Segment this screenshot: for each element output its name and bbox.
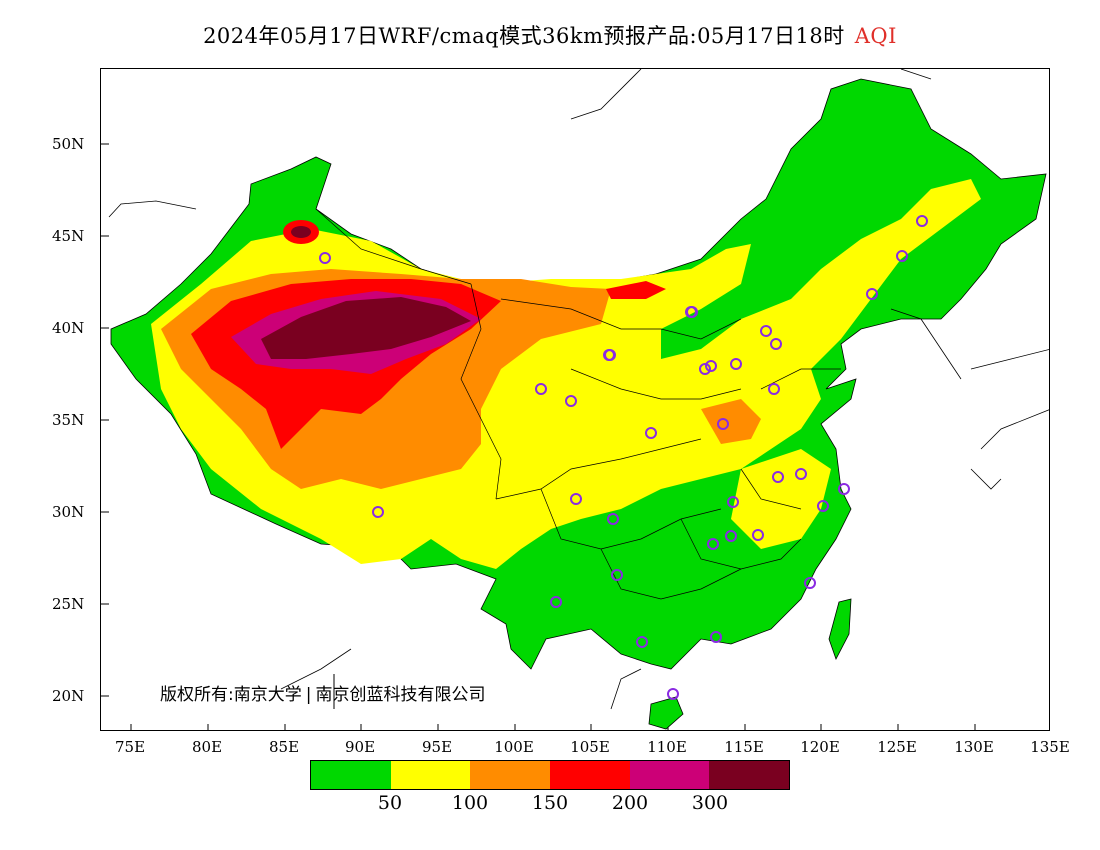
x-label-95e: 95E bbox=[421, 738, 453, 756]
colorbar-segment-unhealthy bbox=[550, 761, 630, 789]
y-label-45n: 45N bbox=[52, 227, 85, 245]
x-label-130e: 130E bbox=[954, 738, 994, 756]
province-boundaries bbox=[315, 208, 841, 600]
axis-ticks bbox=[101, 143, 976, 730]
copyright-separator: | bbox=[305, 685, 312, 705]
colorbar-segment-usg bbox=[470, 761, 551, 789]
colorbar-label-50: 50 bbox=[377, 792, 403, 814]
aqi-hotspot-core bbox=[291, 226, 311, 238]
y-label-40n: 40N bbox=[52, 319, 85, 337]
colorbar-segment-very-unhealthy bbox=[629, 761, 710, 789]
coastlines bbox=[108, 69, 1049, 710]
y-label-25n: 25N bbox=[52, 595, 85, 613]
colorbar-label-200: 200 bbox=[611, 792, 649, 814]
y-label-20n: 20N bbox=[52, 687, 85, 705]
colorbar-segment-hazardous bbox=[709, 761, 790, 789]
x-label-80e: 80E bbox=[191, 738, 223, 756]
title-param: AQI bbox=[854, 24, 897, 48]
aqi-map bbox=[101, 69, 1049, 730]
y-label-35n: 35N bbox=[52, 411, 85, 429]
y-label-30n: 30N bbox=[52, 503, 85, 521]
x-label-115e: 115E bbox=[724, 738, 764, 756]
y-label-50n: 50N bbox=[52, 135, 85, 153]
copyright-right: 南京创蓝科技有限公司 bbox=[315, 685, 486, 705]
taiwan-island bbox=[828, 598, 852, 661]
copyright-left: 版权所有:南京大学 bbox=[160, 685, 302, 705]
colorbar-label-300: 300 bbox=[691, 792, 729, 814]
copyright: 版权所有:南京大学 | 南京创蓝科技有限公司 bbox=[160, 680, 485, 705]
chart-title: 2024年05月17日WRF/cmaq模式36km预报产品:05月17日18时 A… bbox=[0, 20, 1100, 50]
aqi-colorbar bbox=[310, 760, 790, 790]
x-label-85e: 85E bbox=[268, 738, 300, 756]
title-main: 2024年05月17日WRF/cmaq模式36km预报产品:05月17日18时 bbox=[203, 24, 845, 48]
colorbar-label-100: 100 bbox=[451, 792, 489, 814]
map-area bbox=[100, 68, 1050, 731]
aqi-usg-region-east bbox=[701, 399, 761, 444]
x-label-135e: 135E bbox=[1030, 738, 1070, 756]
x-label-125e: 125E bbox=[877, 738, 917, 756]
hainan-island bbox=[648, 696, 684, 730]
x-label-120e: 120E bbox=[800, 738, 840, 756]
colorbar-segment-good bbox=[311, 761, 391, 789]
x-label-100e: 100E bbox=[494, 738, 534, 756]
aqi-unhealthy-region-north bbox=[606, 281, 666, 299]
colorbar-segment-moderate bbox=[390, 761, 471, 789]
x-label-105e: 105E bbox=[570, 738, 610, 756]
colorbar-label-150: 150 bbox=[531, 792, 569, 814]
x-label-75e: 75E bbox=[114, 738, 146, 756]
x-label-90e: 90E bbox=[344, 738, 376, 756]
x-label-110e: 110E bbox=[647, 738, 687, 756]
aqi-hazardous-region bbox=[261, 297, 471, 359]
station-markers bbox=[319, 215, 928, 700]
